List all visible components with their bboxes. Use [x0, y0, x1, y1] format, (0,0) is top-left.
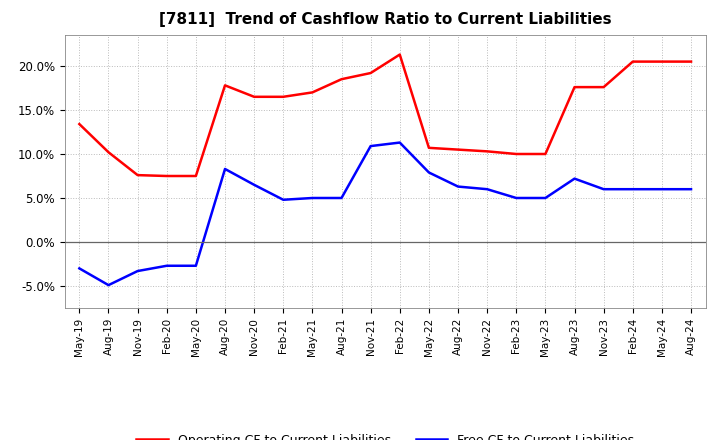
- Operating CF to Current Liabilities: [366, 70, 375, 76]
- Operating CF to Current Liabilities: [250, 94, 258, 99]
- Operating CF to Current Liabilities: [599, 84, 608, 90]
- Operating CF to Current Liabilities: [512, 151, 521, 157]
- Legend: Operating CF to Current Liabilities, Free CF to Current Liabilities: Operating CF to Current Liabilities, Fre…: [131, 429, 639, 440]
- Free CF to Current Liabilities: [395, 140, 404, 145]
- Free CF to Current Liabilities: [425, 170, 433, 175]
- Free CF to Current Liabilities: [220, 166, 229, 172]
- Operating CF to Current Liabilities: [395, 52, 404, 57]
- Free CF to Current Liabilities: [629, 187, 637, 192]
- Operating CF to Current Liabilities: [75, 121, 84, 127]
- Free CF to Current Liabilities: [75, 266, 84, 271]
- Operating CF to Current Liabilities: [570, 84, 579, 90]
- Free CF to Current Liabilities: [366, 143, 375, 149]
- Free CF to Current Liabilities: [308, 195, 317, 201]
- Operating CF to Current Liabilities: [629, 59, 637, 64]
- Free CF to Current Liabilities: [192, 263, 200, 268]
- Operating CF to Current Liabilities: [425, 145, 433, 150]
- Operating CF to Current Liabilities: [454, 147, 462, 152]
- Free CF to Current Liabilities: [337, 195, 346, 201]
- Operating CF to Current Liabilities: [483, 149, 492, 154]
- Free CF to Current Liabilities: [570, 176, 579, 181]
- Free CF to Current Liabilities: [657, 187, 666, 192]
- Free CF to Current Liabilities: [104, 282, 113, 288]
- Operating CF to Current Liabilities: [687, 59, 696, 64]
- Free CF to Current Liabilities: [541, 195, 550, 201]
- Operating CF to Current Liabilities: [337, 77, 346, 82]
- Line: Operating CF to Current Liabilities: Operating CF to Current Liabilities: [79, 55, 691, 176]
- Free CF to Current Liabilities: [133, 268, 142, 274]
- Operating CF to Current Liabilities: [657, 59, 666, 64]
- Operating CF to Current Liabilities: [220, 83, 229, 88]
- Free CF to Current Liabilities: [599, 187, 608, 192]
- Free CF to Current Liabilities: [250, 182, 258, 187]
- Operating CF to Current Liabilities: [541, 151, 550, 157]
- Operating CF to Current Liabilities: [163, 173, 171, 179]
- Line: Free CF to Current Liabilities: Free CF to Current Liabilities: [79, 143, 691, 285]
- Operating CF to Current Liabilities: [192, 173, 200, 179]
- Operating CF to Current Liabilities: [104, 150, 113, 155]
- Free CF to Current Liabilities: [454, 184, 462, 189]
- Free CF to Current Liabilities: [512, 195, 521, 201]
- Free CF to Current Liabilities: [279, 197, 287, 202]
- Operating CF to Current Liabilities: [308, 90, 317, 95]
- Operating CF to Current Liabilities: [279, 94, 287, 99]
- Free CF to Current Liabilities: [163, 263, 171, 268]
- Operating CF to Current Liabilities: [133, 172, 142, 178]
- Free CF to Current Liabilities: [687, 187, 696, 192]
- Free CF to Current Liabilities: [483, 187, 492, 192]
- Title: [7811]  Trend of Cashflow Ratio to Current Liabilities: [7811] Trend of Cashflow Ratio to Curren…: [159, 12, 611, 27]
